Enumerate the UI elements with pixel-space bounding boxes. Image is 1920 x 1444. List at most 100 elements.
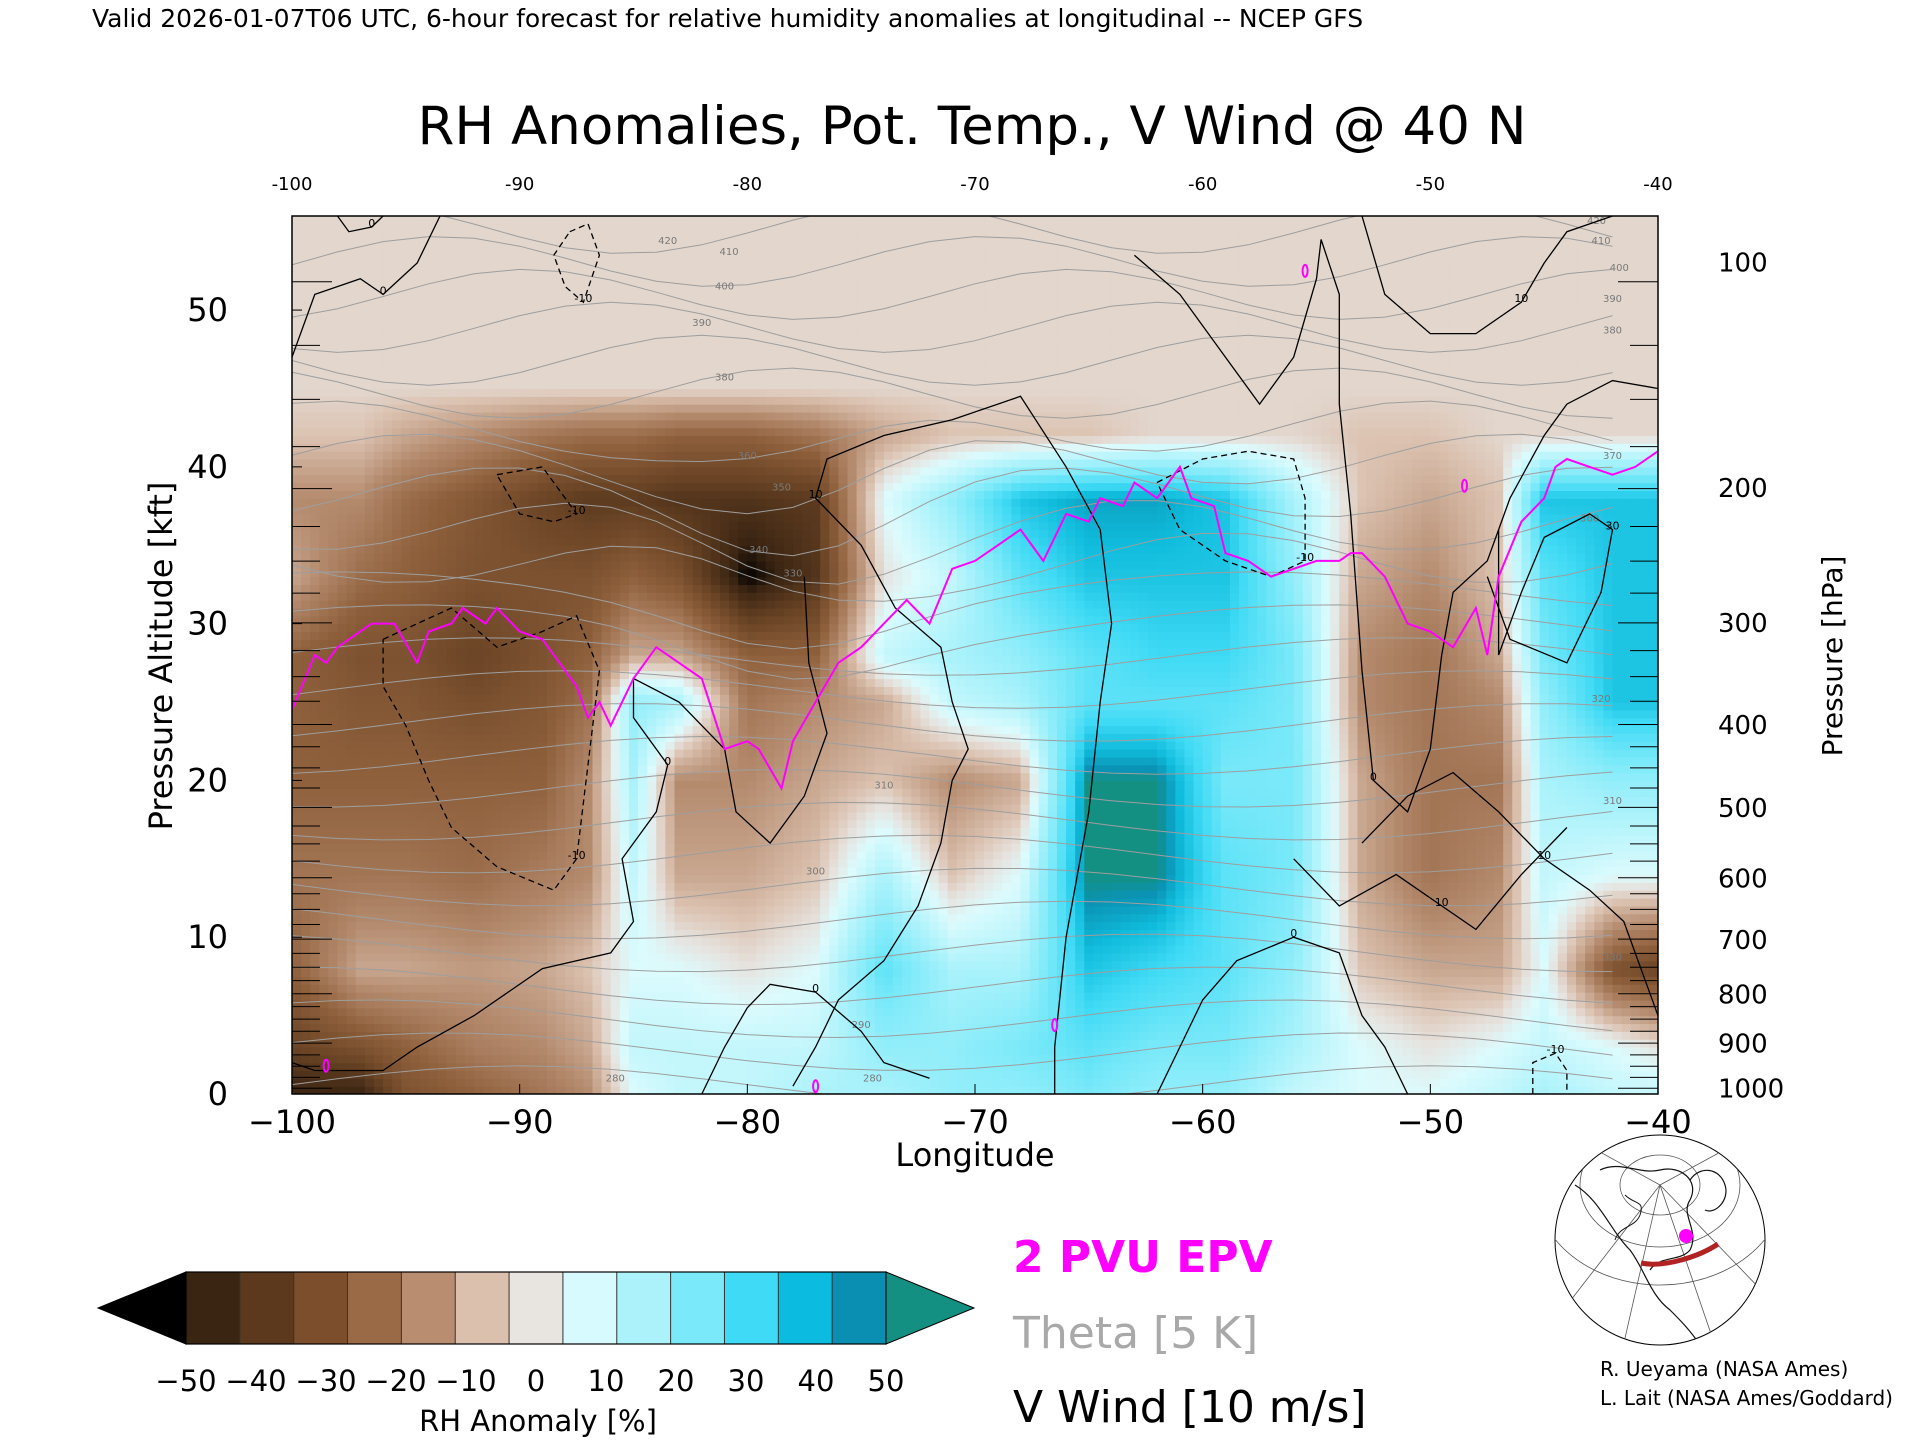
heat-cell xyxy=(665,717,676,727)
heat-cell xyxy=(665,670,676,680)
heat-cell xyxy=(565,913,575,923)
heat-cell xyxy=(346,310,357,319)
heat-cell xyxy=(410,631,421,640)
heat-cell xyxy=(565,310,575,319)
heat-cell xyxy=(419,404,430,413)
heat-cell xyxy=(556,945,566,954)
heat-cell xyxy=(428,482,439,491)
heat-cell xyxy=(556,631,566,640)
heat-cell xyxy=(665,216,676,225)
heat-cell xyxy=(638,459,648,468)
heat-cell xyxy=(574,466,585,476)
heat-cell xyxy=(565,749,575,758)
heat-cell xyxy=(628,372,639,382)
heat-cell xyxy=(647,216,657,225)
heat-cell xyxy=(319,921,330,930)
heat-cell xyxy=(319,756,330,766)
heat-cell xyxy=(346,388,357,397)
heat-cell xyxy=(601,255,612,264)
heat-cell xyxy=(674,827,685,836)
heat-cell xyxy=(355,655,366,664)
heat-cell xyxy=(437,263,448,272)
heat-cell xyxy=(592,317,603,327)
heat-cell xyxy=(510,968,521,978)
heat-cell xyxy=(610,717,621,727)
heat-cell xyxy=(383,1039,393,1048)
heat-cell xyxy=(628,380,639,390)
heat-cell xyxy=(455,702,466,711)
heat-cell xyxy=(492,451,503,460)
heat-cell xyxy=(519,1054,530,1064)
heat-cell xyxy=(683,529,694,539)
heat-cell xyxy=(592,655,603,664)
heat-cell xyxy=(383,357,393,366)
heat-cell xyxy=(355,592,366,601)
heat-cell xyxy=(683,341,694,350)
heat-cell xyxy=(455,388,466,397)
heat-cell xyxy=(292,827,302,836)
heat-cell xyxy=(647,866,657,876)
heat-cell xyxy=(592,788,603,797)
heat-cell xyxy=(465,255,475,264)
heat-cell xyxy=(546,1039,557,1048)
heat-cell xyxy=(565,411,575,421)
heat-cell xyxy=(301,1070,311,1079)
heat-cell xyxy=(437,506,448,515)
heat-cell xyxy=(355,913,366,923)
heat-cell xyxy=(483,498,493,507)
heat-cell xyxy=(528,796,539,805)
heat-cell xyxy=(683,1078,694,1087)
heat-cell xyxy=(519,529,530,539)
heat-cell xyxy=(492,764,503,774)
heat-cell xyxy=(510,270,521,280)
heat-cell xyxy=(292,764,302,774)
heat-cell xyxy=(665,521,676,531)
heat-cell xyxy=(437,302,448,311)
heat-cell xyxy=(537,263,548,272)
heat-cell xyxy=(665,1031,676,1040)
heat-cell xyxy=(583,999,594,1009)
heat-cell xyxy=(483,545,493,554)
heat-cell xyxy=(292,302,302,311)
heat-cell xyxy=(310,694,320,703)
heat-cell xyxy=(310,270,320,280)
heat-cell xyxy=(355,396,366,405)
heat-cell xyxy=(519,913,530,923)
heat-cell xyxy=(428,890,439,899)
heat-cell xyxy=(537,310,548,319)
heat-cell xyxy=(446,717,457,727)
heat-cell xyxy=(656,263,666,272)
heat-cell xyxy=(455,302,466,311)
heat-cell xyxy=(437,882,448,891)
heat-cell xyxy=(410,976,421,985)
heat-cell xyxy=(619,1070,630,1079)
heat-cell xyxy=(601,435,612,444)
heat-cell xyxy=(628,239,639,248)
heat-cell xyxy=(683,796,694,805)
heat-cell xyxy=(683,607,694,617)
heat-cell xyxy=(574,490,585,499)
heat-cell xyxy=(519,490,530,499)
heat-cell xyxy=(383,890,393,899)
heat-cell xyxy=(610,788,621,797)
heat-cell xyxy=(346,451,357,460)
heat-cell xyxy=(346,341,357,350)
heat-cell xyxy=(310,678,320,687)
heat-cell xyxy=(446,772,457,782)
heat-cell xyxy=(474,937,484,946)
heat-cell xyxy=(455,482,466,491)
heat-cell xyxy=(428,286,439,295)
heat-cell xyxy=(574,333,585,343)
heat-cell xyxy=(492,263,503,272)
heat-cell xyxy=(492,333,503,343)
heat-cell xyxy=(328,592,339,601)
heat-cell xyxy=(528,1023,539,1032)
heat-cell xyxy=(364,803,375,813)
heat-cell xyxy=(537,459,548,468)
heat-cell xyxy=(401,976,411,985)
heat-cell xyxy=(665,945,676,954)
heat-cell xyxy=(638,945,648,954)
heat-cell xyxy=(492,364,503,374)
heat-cell xyxy=(656,655,666,664)
heat-cell xyxy=(455,560,466,570)
